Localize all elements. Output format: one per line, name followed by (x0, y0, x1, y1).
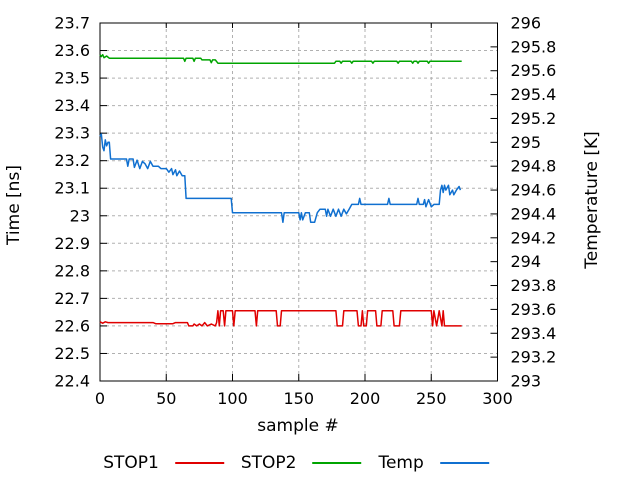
y-left-tick-label: 23 (70, 206, 90, 225)
y-right-tick-label: 293.6 (511, 300, 557, 319)
x-tick-label: 250 (416, 389, 447, 408)
y-right-tick-label: 293.4 (511, 324, 557, 343)
plot-border (99, 22, 498, 382)
y-right-tick-label: 294.4 (511, 204, 557, 223)
x-tick-label: 100 (217, 389, 248, 408)
y-right-tick-label: 296 (511, 14, 542, 33)
y-right-tick-label: 294 (511, 252, 542, 271)
y-left-tick-label: 22.5 (54, 344, 90, 363)
series-line-temp (99, 133, 462, 224)
y-right-tick-label: 295.6 (511, 61, 557, 80)
y-right-tick-label: 294.2 (511, 228, 557, 247)
y-left-tick-label: 22.6 (54, 316, 90, 335)
legend-line-swatch-stop1 (174, 462, 224, 464)
legend-label-stop1: STOP1 (103, 453, 159, 473)
series-line-stop1 (99, 310, 462, 327)
y-right-tick-label: 294.6 (511, 181, 557, 200)
y-left-tick-label: 23.5 (54, 69, 90, 88)
x-tick-label: 300 (482, 389, 513, 408)
y-left-tick-label: 23.2 (54, 151, 90, 170)
y-left-tick-label: 23.3 (54, 124, 90, 143)
x-tick-label: 50 (156, 389, 176, 408)
legend-item-temp: Temp (378, 453, 489, 473)
y-right-tick-label: 295.2 (511, 109, 557, 128)
y-left-tick-label: 23.1 (54, 179, 90, 198)
series-line-stop2 (99, 53, 462, 64)
x-axis-title: sample # (257, 416, 339, 436)
legend-label-stop2: STOP2 (240, 453, 297, 473)
y-right-tick-label: 293 (511, 372, 542, 391)
y-right-tick-label: 295 (511, 133, 542, 152)
y-left-tick-label: 22.7 (54, 289, 90, 308)
y-right-tick-label: 294.8 (511, 157, 557, 176)
y-left-tick-label: 22.8 (54, 261, 90, 280)
y-right-tick-label: 295.8 (511, 37, 557, 56)
y-left-tick-label: 23.4 (54, 96, 90, 115)
legend-item-stop2: STOP2 (241, 453, 362, 473)
x-tick-label: 200 (350, 389, 381, 408)
y-axis-title-right: Temperature [K] (582, 131, 602, 269)
legend-item-stop1: STOP1 (103, 453, 224, 473)
x-tick-label: 0 (95, 389, 105, 408)
y-right-tick-label: 293.8 (511, 276, 557, 295)
legend-line-swatch-stop2 (312, 462, 362, 464)
y-right-tick-label: 295.4 (511, 85, 557, 104)
legend-line-swatch-temp (439, 462, 489, 464)
y-axis-title-left: Time [ns] (4, 165, 24, 245)
legend-label-temp: Temp (378, 453, 424, 473)
y-left-tick-label: 22.9 (54, 234, 90, 253)
legend: STOP1 STOP2 Temp (103, 453, 489, 473)
y-left-tick-label: 23.7 (54, 14, 90, 33)
y-right-tick-label: 293.2 (511, 348, 557, 367)
x-tick-label: 150 (283, 389, 314, 408)
y-left-tick-label: 23.6 (54, 41, 90, 60)
y-left-tick-label: 22.4 (54, 372, 90, 391)
